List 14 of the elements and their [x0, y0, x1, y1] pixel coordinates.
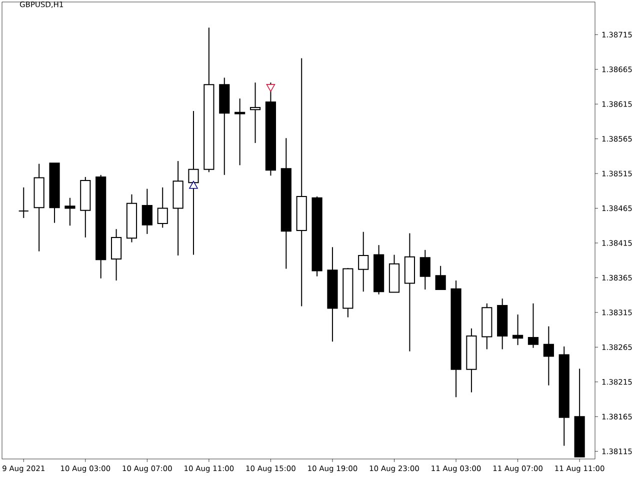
candlestick	[188, 110, 199, 256]
candlestick	[64, 197, 76, 226]
candlestick	[435, 265, 446, 290]
candlestick	[528, 302, 539, 348]
candlestick	[110, 228, 122, 281]
candlestick	[543, 326, 554, 386]
candlestick	[142, 188, 152, 234]
candlestick	[512, 314, 524, 346]
candlestick	[234, 98, 246, 166]
candlestick	[358, 231, 369, 292]
candlestick	[157, 186, 168, 228]
candlestick	[420, 249, 430, 290]
candlestick	[250, 82, 261, 144]
candlestick	[18, 186, 29, 218]
